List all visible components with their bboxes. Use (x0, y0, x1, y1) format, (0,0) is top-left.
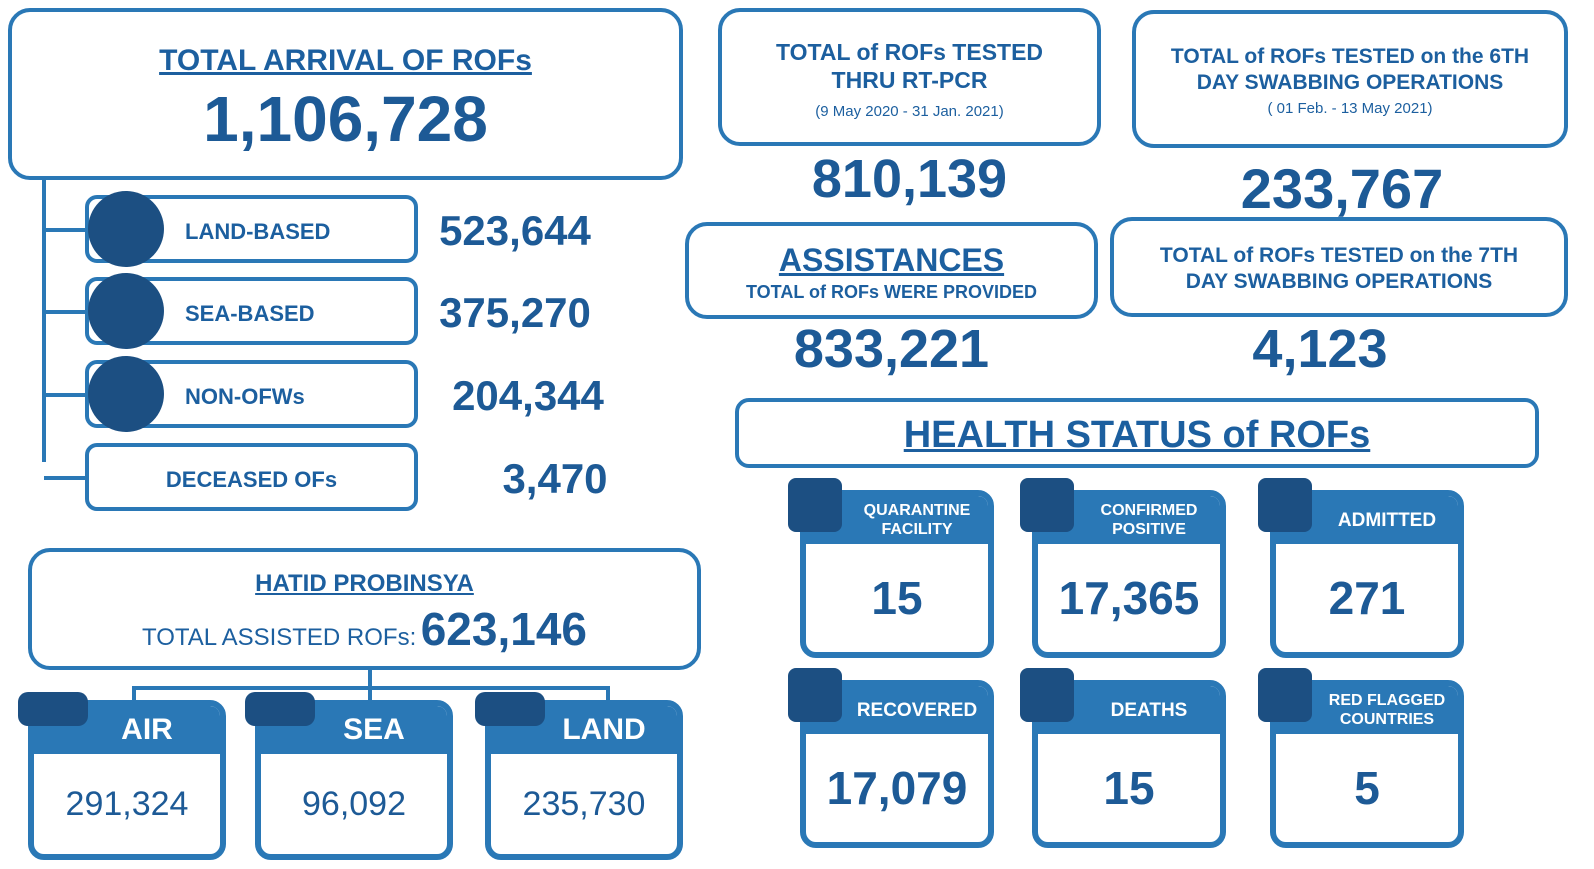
assistances-value: 833,221 (793, 319, 990, 379)
tree-line (42, 180, 46, 462)
mode-icon (245, 692, 315, 726)
assistances-subtitle: TOTAL of ROFs WERE PROVIDED (745, 282, 1037, 302)
sixth-day-box: TOTAL of ROFs TESTED on the 6TH DAY SWAB… (1132, 10, 1568, 148)
mode-value: 291,324 (65, 784, 189, 823)
breakdown-box: DECEASED OFs (85, 443, 418, 511)
health-card: RED FLAGGED COUNTRIES 5 (1270, 680, 1464, 848)
mode-card: SEA 96,092 (255, 700, 453, 860)
health-card: CONFIRMED POSITIVE 17,365 (1032, 490, 1226, 658)
mode-card: AIR 291,324 (28, 700, 226, 860)
assistances-box: ASSISTANCES TOTAL of ROFs WERE PROVIDED (685, 222, 1098, 319)
health-title-box: HEALTH STATUS of ROFs (735, 398, 1539, 468)
tree-branch (44, 310, 86, 314)
health-icon (1258, 478, 1312, 532)
health-icon (1258, 668, 1312, 722)
health-label: ADMITTED (1337, 509, 1437, 531)
tree-branch (44, 476, 86, 480)
connector (606, 686, 610, 704)
health-label: DEATHS (1110, 699, 1188, 721)
health-value: 5 (1354, 762, 1380, 814)
hatid-label: TOTAL ASSISTED ROFs: (141, 624, 417, 651)
health-label: COUNTRIES (1339, 711, 1435, 728)
breakdown-label: NON-OFWs (185, 384, 305, 409)
tree-branch (44, 393, 86, 397)
total-arrival-box: TOTAL ARRIVAL OF ROFs 1,106,728 (8, 8, 683, 180)
seventh-day-title: DAY SWABBING OPERATIONS (1185, 270, 1493, 293)
hatid-box: HATID PROBINSYA TOTAL ASSISTED ROFs: 623… (28, 548, 701, 670)
rtpcr-box: TOTAL of ROFs TESTED THRU RT-PCR (9 May … (718, 8, 1101, 146)
breakdown-label: LAND-BASED (185, 219, 331, 244)
mode-icon (18, 692, 88, 726)
breakdown-icon (88, 273, 164, 349)
mode-value: 96,092 (302, 784, 406, 823)
health-label: RECOVERED (856, 699, 978, 721)
health-value: 271 (1328, 572, 1406, 624)
health-label: POSITIVE (1112, 521, 1186, 538)
health-value: 17,365 (1058, 572, 1200, 624)
breakdown-icon (88, 191, 164, 267)
health-icon (788, 478, 842, 532)
hatid-value: 623,146 (420, 603, 587, 655)
breakdown-value: 523,644 (439, 207, 591, 254)
sixth-day-title: TOTAL of ROFs TESTED on the 6TH (1170, 45, 1530, 68)
connector (368, 670, 372, 688)
seventh-day-value: 4,123 (1252, 319, 1388, 379)
connector (132, 686, 136, 704)
health-value: 17,079 (826, 762, 968, 814)
breakdown-icon (88, 356, 164, 432)
rtpcr-period: (9 May 2020 - 31 Jan. 2021) (815, 103, 1004, 120)
health-value: 15 (871, 572, 923, 624)
health-label: RED FLAGGED (1328, 692, 1446, 709)
breakdown-value: 204,344 (452, 372, 604, 419)
health-icon (1020, 668, 1074, 722)
rtpcr-value: 810,139 (811, 149, 1008, 209)
total-arrival-title: TOTAL ARRIVAL OF ROFs (159, 44, 532, 77)
breakdown-label: SEA-BASED (185, 301, 315, 326)
assistances-title: ASSISTANCES (778, 242, 1005, 278)
mode-icon (475, 692, 545, 726)
health-title: HEALTH STATUS of ROFs (903, 414, 1371, 456)
seventh-day-box: TOTAL of ROFs TESTED on the 7TH DAY SWAB… (1110, 217, 1568, 317)
tree-branch (44, 228, 86, 232)
health-label: CONFIRMED (1100, 502, 1198, 519)
health-card: ADMITTED 271 (1270, 490, 1464, 658)
health-icon (1020, 478, 1074, 532)
seventh-day-title: TOTAL of ROFs TESTED on the 7TH (1159, 244, 1519, 267)
health-icon (788, 668, 842, 722)
sixth-day-period: ( 01 Feb. - 13 May 2021) (1267, 100, 1433, 117)
breakdown-value: 3,470 (502, 455, 608, 502)
connector (368, 686, 372, 704)
sixth-day-title: DAY SWABBING OPERATIONS (1196, 71, 1504, 94)
breakdown-value: 375,270 (439, 289, 591, 336)
mode-value: 235,730 (522, 784, 646, 823)
health-value: 15 (1103, 762, 1155, 814)
total-arrival-value: 1,106,728 (203, 83, 488, 155)
rtpcr-title: TOTAL of ROFs TESTED (775, 39, 1044, 65)
rtpcr-title: THRU RT-PCR (831, 67, 988, 93)
hatid-title: HATID PROBINSYA (255, 570, 474, 597)
sixth-day-value: 233,767 (1240, 157, 1444, 220)
health-label: FACILITY (881, 521, 953, 538)
health-label: QUARANTINE (863, 502, 971, 519)
breakdown-label: DECEASED OFs (165, 467, 338, 492)
